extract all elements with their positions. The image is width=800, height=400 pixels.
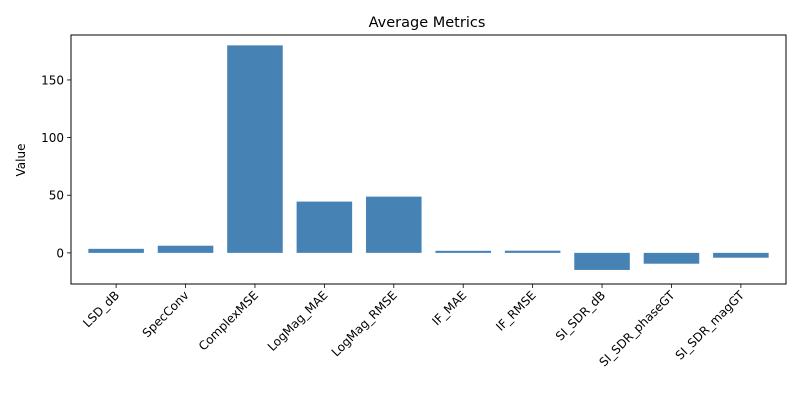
x-tick-label: SI_SDR_dB	[553, 288, 608, 343]
bar-specconv	[157, 245, 214, 253]
x-tick-label: SI_SDR_phaseGT	[596, 288, 678, 370]
x-tick-label: LSD_dB	[80, 288, 122, 330]
x-tick-label: IF_RMSE	[493, 288, 538, 333]
x-tick-label: SI_SDR_magGT	[673, 288, 748, 363]
bar-si-sdr-db	[574, 252, 630, 270]
bar-if-rmse	[504, 250, 561, 253]
y-tick-label: 150	[41, 73, 64, 87]
bar-si-sdr-maggt	[713, 252, 769, 258]
bar-complexmse	[227, 45, 283, 253]
y-tick-label: 50	[49, 189, 64, 203]
bar-si-sdr-phasegt	[643, 252, 700, 264]
x-axis: LSD_dB SpecConv ComplexMSE LogMag_MAELogMag…	[80, 284, 747, 369]
y-axis-label: Value	[14, 144, 28, 177]
x-tick-label: IF_MAE	[429, 288, 469, 328]
bar-logmag-mae	[296, 201, 353, 253]
bar-if-mae	[435, 250, 491, 253]
plot-frame	[70, 34, 787, 285]
bar-lsd-db	[88, 248, 144, 253]
y-tick-label: 100	[41, 131, 64, 145]
y-tick-label: 0	[56, 246, 64, 260]
y-axis: 0 50 100 150	[41, 73, 71, 260]
bar-logmag-rmse	[366, 196, 422, 253]
bars-group	[88, 45, 769, 270]
x-tick-label: ComplexMSE	[196, 288, 261, 353]
chart-title: Average Metrics	[369, 15, 486, 31]
x-tick-label: LogMag_MAE	[265, 288, 331, 354]
x-tick-label: SpecConv	[140, 288, 192, 340]
x-tick-label: LogMag_RMSE	[329, 288, 400, 359]
